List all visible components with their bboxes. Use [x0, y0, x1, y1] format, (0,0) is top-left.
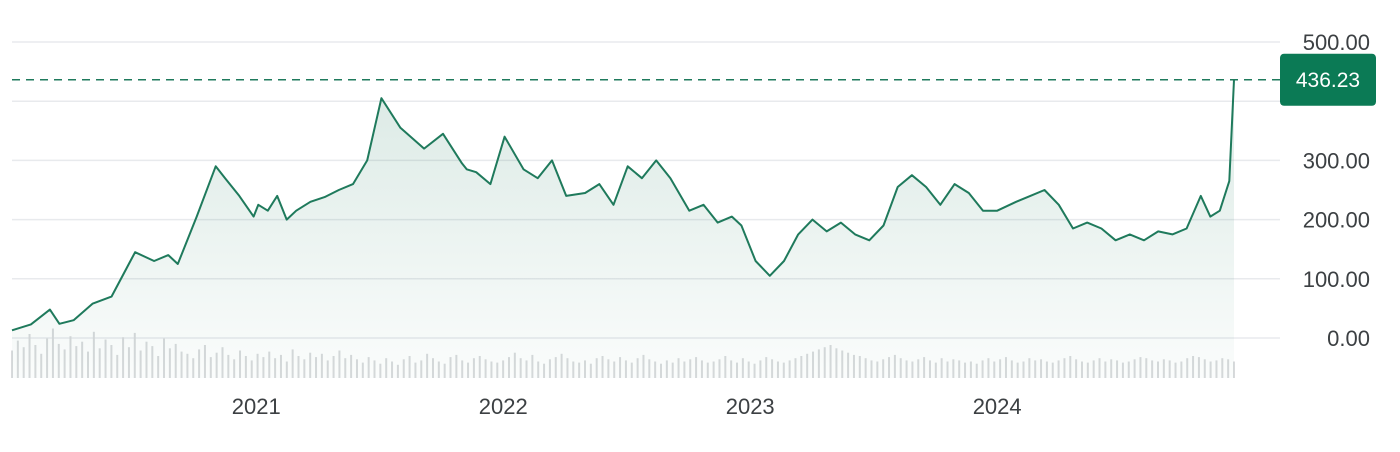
y-tick-label: 200.00 [1303, 208, 1370, 233]
x-tick-label: 2021 [232, 394, 281, 419]
price-line [11, 79, 1235, 332]
x-tick-label: 2023 [726, 394, 775, 419]
last-price-badge-bg [1280, 53, 1376, 106]
price-area-fill [12, 79, 1234, 379]
x-tick-label: 2024 [973, 394, 1022, 419]
y-tick-label: 100.00 [1303, 267, 1370, 292]
x-tick-label: 2022 [479, 394, 528, 419]
x-axis-ticks: 2021 2022 2023 2024 [232, 394, 1022, 419]
y-tick-label: 0.00 [1327, 326, 1370, 351]
y-axis-ticks: 500.00 300.00 200.00 100.00 0.00 [1303, 30, 1370, 351]
last-price-label: 436.23 [1296, 69, 1360, 92]
y-tick-label: 300.00 [1303, 148, 1370, 173]
y-tick-label: 500.00 [1303, 30, 1370, 55]
last-price-badge: 436.23 [1280, 53, 1376, 106]
